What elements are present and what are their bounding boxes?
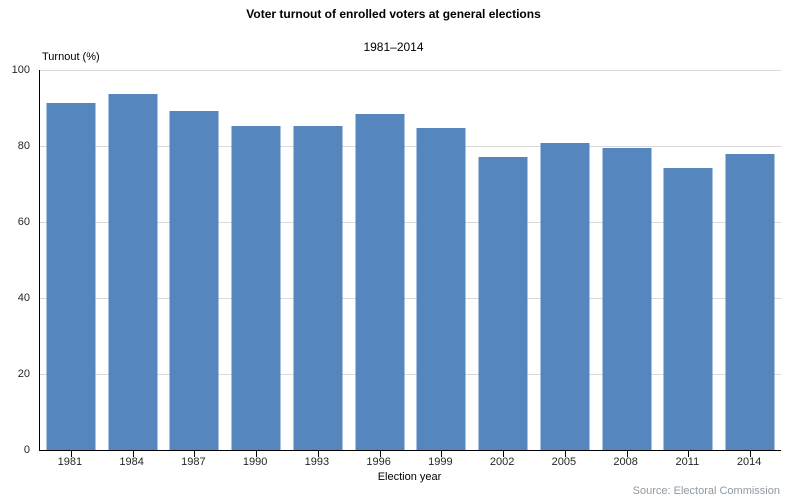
x-tick-mark-1984 <box>132 451 134 457</box>
y-tick-label-100: 100 <box>11 64 30 76</box>
x-tick-label-2014: 2014 <box>736 456 762 468</box>
x-tick-label-1990: 1990 <box>242 456 268 468</box>
bar-2002 <box>478 157 528 450</box>
bar-2008 <box>602 147 652 450</box>
bar-1999 <box>416 127 466 450</box>
x-tick-label-1999: 1999 <box>428 456 453 468</box>
bar-2005 <box>540 142 590 450</box>
y-axis-title: Turnout (%) <box>42 51 100 63</box>
y-axis-labels: 0 20 40 60 80 100 <box>0 64 31 456</box>
y-tick-label-40: 40 <box>17 292 30 304</box>
x-tick-mark-1981 <box>70 451 72 457</box>
bar-1984 <box>108 93 158 450</box>
x-tick-mark-1987 <box>194 451 196 457</box>
x-tick-label-2008: 2008 <box>613 456 638 468</box>
gridline-80 <box>40 146 781 147</box>
chart-subtitle: 1981–2014 <box>363 40 424 54</box>
bar-1987 <box>169 111 219 450</box>
x-axis-labels: 1981 1984 1987 1990 1993 1996 1999 2002 2005 2008… <box>39 456 780 470</box>
y-tick-label-80: 80 <box>17 140 30 152</box>
gridline-40 <box>40 298 781 299</box>
x-tick-label-1984: 1984 <box>119 456 144 468</box>
gridline-100 <box>40 70 781 71</box>
chart-title: Voter turnout of enrolled voters at gene… <box>246 7 541 21</box>
y-tick-label-20: 20 <box>17 368 30 380</box>
x-tick-label-1996: 1996 <box>366 456 391 468</box>
x-tick-mark-1993 <box>317 451 319 457</box>
y-tick-label-60: 60 <box>17 216 30 228</box>
x-tick-mark-2011 <box>688 451 690 457</box>
bar-1990 <box>231 126 281 450</box>
x-tick-mark-1990 <box>256 451 258 457</box>
x-tick-label-2011: 2011 <box>675 456 700 468</box>
gridline-20 <box>40 374 781 375</box>
plot-area <box>39 70 781 457</box>
x-tick-label-2005: 2005 <box>551 456 577 468</box>
y-tick-label-0: 0 <box>23 444 30 456</box>
source-note: Source: Electoral Commission <box>632 485 780 497</box>
x-tick-label-1981: 1981 <box>57 456 83 468</box>
x-tick-label-2002: 2002 <box>489 456 515 468</box>
x-tick-mark-2005 <box>564 451 566 457</box>
x-tick-mark-2008 <box>626 451 628 457</box>
bar-1981 <box>46 102 96 450</box>
x-axis-title: Election year <box>377 471 442 483</box>
bar-1993 <box>293 126 343 450</box>
bar-2014 <box>725 153 775 450</box>
gridline-60 <box>40 222 781 223</box>
x-tick-label-1987: 1987 <box>181 456 206 468</box>
x-tick-mark-2014 <box>750 451 752 457</box>
x-tick-label-1993: 1993 <box>304 456 330 468</box>
bar-1996 <box>355 114 405 450</box>
x-tick-mark-1999 <box>441 451 443 457</box>
x-tick-mark-2002 <box>503 451 505 457</box>
x-tick-mark-1996 <box>379 451 381 457</box>
bar-2011 <box>663 168 713 450</box>
